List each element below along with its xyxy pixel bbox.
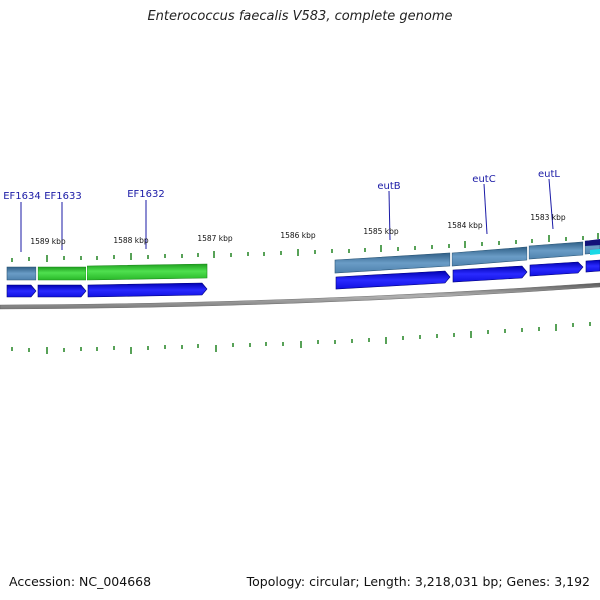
gene-feature-eutc[interactable]: [451, 246, 528, 267]
gene-feature-ef1634[interactable]: [6, 266, 37, 281]
gene-label-ef1632: EF1632: [127, 189, 165, 200]
gene-track: [6, 239, 600, 281]
cds-arrow-eutc[interactable]: [452, 265, 528, 283]
gene-feature-edge-dark: [585, 239, 600, 246]
genome-backbone: [0, 282, 600, 310]
cds-arrow-next[interactable]: [585, 259, 600, 273]
map-title: Enterococcus faecalis V583, complete gen…: [147, 9, 453, 24]
kbp-label-1586: 1586 kbp: [280, 231, 316, 240]
gene-feature-edge-cyan: [590, 249, 600, 255]
kbp-label-1588: 1588 kbp: [113, 236, 149, 245]
gene-label-eutl: eutL: [538, 169, 560, 180]
genome-summary-text: Topology: circular; Length: 3,218,031 bp…: [246, 574, 590, 589]
cds-track: [6, 259, 600, 298]
gene-label-eutc: eutC: [472, 174, 495, 185]
kbp-label-1584: 1584 kbp: [447, 221, 483, 230]
kbp-label-1587: 1587 kbp: [197, 234, 233, 243]
cds-arrow-eutl[interactable]: [529, 261, 584, 277]
upper-tick-ring: [11, 233, 599, 262]
gene-feature-eutl[interactable]: [528, 241, 584, 260]
accession-text: Accession: NC_004668: [9, 574, 152, 589]
gene-feature-ef1633[interactable]: [37, 266, 87, 281]
gene-label-eutb: eutB: [377, 181, 400, 192]
lower-tick-ring: [11, 322, 591, 354]
cds-arrow-ef1634[interactable]: [6, 284, 37, 298]
kbp-label-1583: 1583 kbp: [530, 213, 566, 222]
gene-label-ef1634: EF1634: [3, 191, 41, 202]
kbp-label-1589: 1589 kbp: [30, 237, 66, 246]
cds-arrow-ef1632[interactable]: [87, 282, 208, 298]
cds-arrow-ef1633[interactable]: [37, 284, 87, 298]
gene-label-ef1633: EF1633: [44, 191, 82, 202]
cds-arrow-eutb[interactable]: [335, 270, 451, 290]
kbp-label-1585: 1585 kbp: [363, 227, 399, 236]
label-leaders: [20, 178, 554, 252]
gene-feature-eutb[interactable]: [334, 252, 451, 274]
gene-feature-ef1632[interactable]: [86, 263, 208, 281]
